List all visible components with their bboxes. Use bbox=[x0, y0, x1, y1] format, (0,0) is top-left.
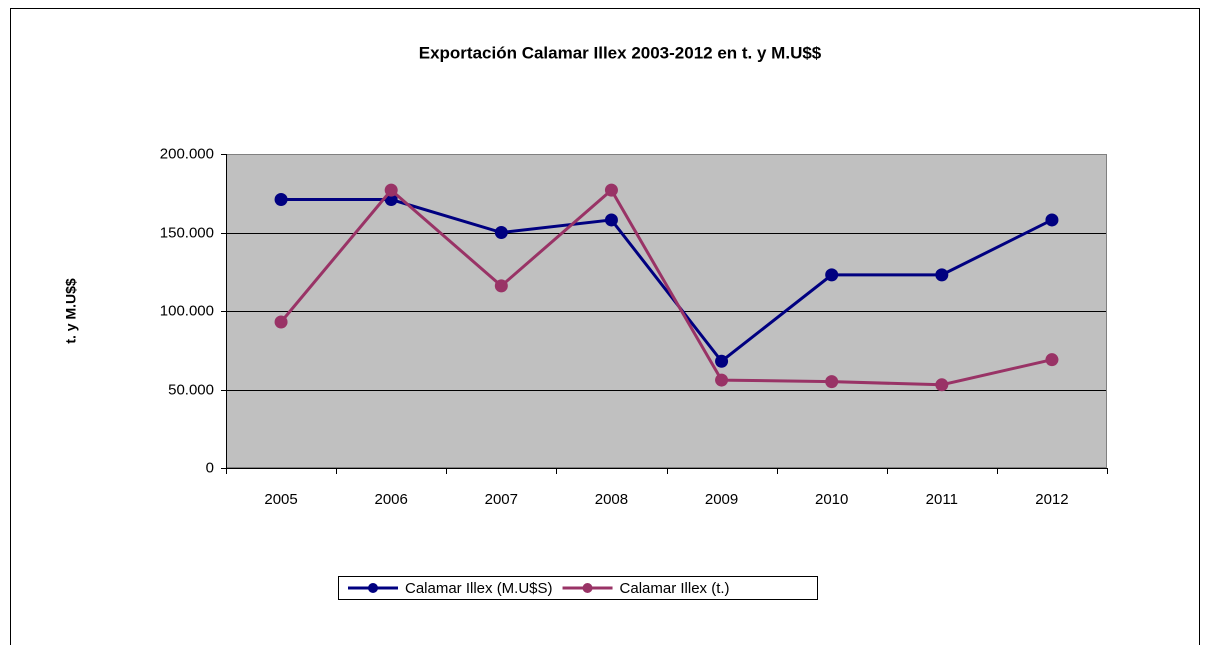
data-point bbox=[384, 183, 398, 197]
legend-marker bbox=[368, 583, 378, 593]
x-tick-label: 2011 bbox=[926, 491, 958, 508]
data-point bbox=[274, 315, 288, 329]
data-point bbox=[715, 354, 729, 368]
data-point bbox=[604, 213, 618, 227]
x-tick-label: 2009 bbox=[705, 491, 738, 508]
data-point bbox=[825, 268, 839, 282]
x-tick-label: 2007 bbox=[485, 491, 518, 508]
x-tick-label: 2012 bbox=[1035, 491, 1068, 508]
data-point bbox=[825, 375, 839, 389]
data-point bbox=[1045, 213, 1059, 227]
legend-label: Calamar Illex (t.) bbox=[620, 580, 730, 597]
data-point bbox=[1045, 353, 1059, 367]
chart-title: Exportación Calamar Illex 2003-2012 en t… bbox=[419, 43, 822, 62]
data-point bbox=[935, 268, 949, 282]
y-tick-label: 200.000 bbox=[160, 145, 214, 162]
y-tick-label: 100.000 bbox=[160, 302, 214, 319]
x-tick-label: 2005 bbox=[264, 491, 297, 508]
y-tick-label: 50.000 bbox=[168, 381, 214, 398]
chart-frame bbox=[10, 8, 1200, 645]
legend-marker bbox=[582, 583, 593, 593]
data-point bbox=[274, 193, 288, 207]
x-tick-label: 2010 bbox=[815, 491, 848, 508]
data-point bbox=[604, 183, 618, 197]
series-line bbox=[279, 187, 1053, 387]
legend-label: Calamar Illex (M.U$S) bbox=[405, 580, 553, 597]
data-point bbox=[494, 226, 508, 239]
y-tick-label: 0 bbox=[206, 459, 214, 476]
y-tick-label: 150.000 bbox=[160, 224, 214, 241]
x-tick-label: 2008 bbox=[595, 491, 628, 508]
y-axis-title: t. y M.U$$ bbox=[63, 278, 79, 344]
x-tick-label: 2006 bbox=[375, 491, 408, 508]
data-point bbox=[715, 373, 729, 387]
data-point bbox=[935, 378, 949, 392]
data-point bbox=[494, 279, 508, 293]
